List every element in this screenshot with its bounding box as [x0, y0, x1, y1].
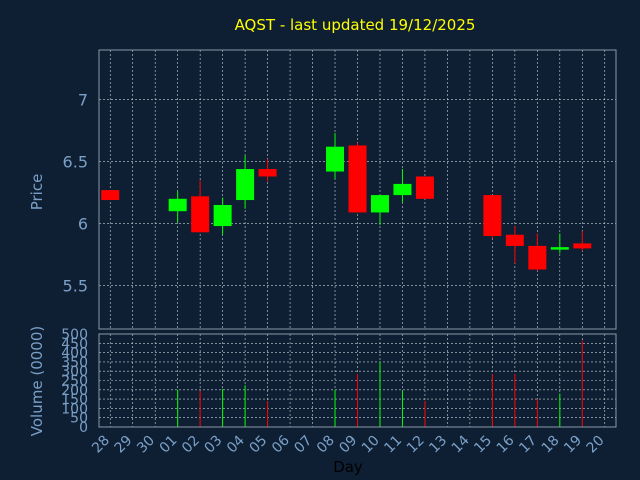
candle: [168, 191, 187, 223]
volume-bars: [177, 340, 583, 427]
price-grid: [99, 50, 616, 329]
candle-body: [168, 198, 187, 212]
candle: [191, 180, 210, 233]
candle: [348, 143, 367, 213]
price-tick-label: 5.5: [63, 277, 88, 296]
candle-body: [483, 195, 502, 236]
candle: [326, 133, 345, 179]
volume-tick-label: 450: [61, 336, 88, 352]
candle: [573, 231, 592, 251]
price-tick-label: 6: [78, 215, 88, 234]
x-axis-label: Day: [333, 458, 363, 476]
candle: [528, 233, 547, 271]
candle-body: [550, 247, 569, 250]
volume-tick-label: 50: [70, 411, 88, 427]
volume-tick-label: 200: [61, 383, 88, 399]
chart-title: AQST - last updated 19/12/2025: [235, 16, 476, 34]
candle-body: [370, 195, 389, 213]
candle: [483, 195, 502, 239]
candle: [258, 159, 277, 182]
candle-body: [573, 243, 592, 249]
price-panel: 5.5 6 6.5 7: [63, 49, 617, 330]
volume-tick-label: 400: [61, 346, 88, 362]
candle-body: [236, 169, 255, 201]
candle-body: [258, 169, 277, 177]
candle: [550, 233, 569, 254]
volume-tick-label: 100: [61, 401, 88, 417]
candle-body: [505, 234, 524, 246]
candle-body: [348, 145, 367, 213]
candle: [505, 226, 524, 264]
volume-tick-label: 350: [61, 355, 88, 371]
candle: [101, 190, 120, 201]
volume-tick-label: 300: [61, 364, 88, 380]
price-axis-label: Price: [28, 174, 46, 211]
candle: [213, 197, 232, 235]
price-plot-frame: [98, 49, 617, 330]
candle-body: [415, 176, 434, 199]
volume-tick-label: 150: [61, 392, 88, 408]
candle: [393, 169, 412, 203]
candle-body: [528, 245, 547, 270]
price-candles: [101, 133, 592, 271]
candle: [236, 155, 255, 209]
candle: [415, 176, 434, 199]
candle-body: [326, 146, 345, 172]
volume-tick-label: 250: [61, 374, 88, 390]
candle: [370, 195, 389, 225]
volume-plot-frame: [98, 333, 617, 428]
volume-tick-label: 0: [79, 420, 88, 436]
candle-body: [191, 196, 210, 233]
volume-tick-label: 500: [61, 327, 88, 343]
candle-body: [101, 190, 120, 201]
candle-body: [393, 183, 412, 196]
price-tick-label: 6.5: [63, 153, 88, 172]
price-axis-ticks: 5.5 6 6.5 7: [63, 91, 88, 296]
x-axis-ticks: 2829300102030405060708091011121314151617…: [89, 432, 607, 456]
price-tick-label: 7: [78, 91, 88, 110]
volume-axis-label: Volume (0000): [28, 326, 46, 436]
candle-body: [213, 205, 232, 227]
